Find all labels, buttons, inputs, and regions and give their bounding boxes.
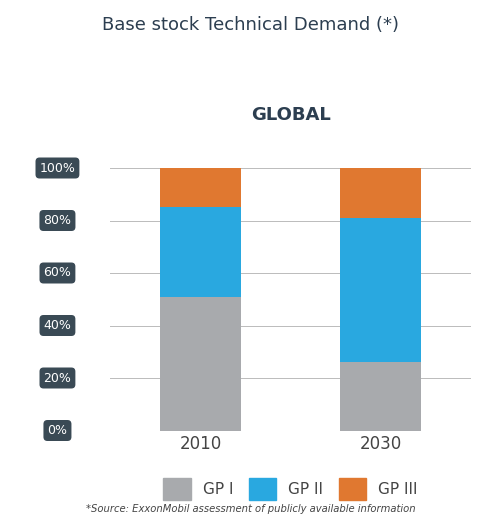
Bar: [340, 218, 421, 362]
Bar: [160, 207, 241, 297]
Text: 0%: 0%: [48, 424, 68, 437]
Text: 40%: 40%: [44, 319, 71, 332]
Text: 80%: 80%: [44, 214, 72, 227]
Text: 60%: 60%: [44, 267, 71, 279]
Bar: [160, 297, 241, 430]
Text: Base stock Technical Demand (*): Base stock Technical Demand (*): [102, 16, 399, 34]
Text: GLOBAL: GLOBAL: [250, 107, 331, 124]
Text: *Source: ExxonMobil assessment of publicly available information: *Source: ExxonMobil assessment of public…: [86, 505, 415, 514]
Bar: [160, 168, 241, 207]
Bar: [340, 168, 421, 218]
Text: 20%: 20%: [44, 372, 71, 384]
Bar: [340, 362, 421, 430]
Text: 100%: 100%: [40, 162, 75, 174]
Legend: GP I, GP II, GP III: GP I, GP II, GP III: [157, 472, 424, 506]
